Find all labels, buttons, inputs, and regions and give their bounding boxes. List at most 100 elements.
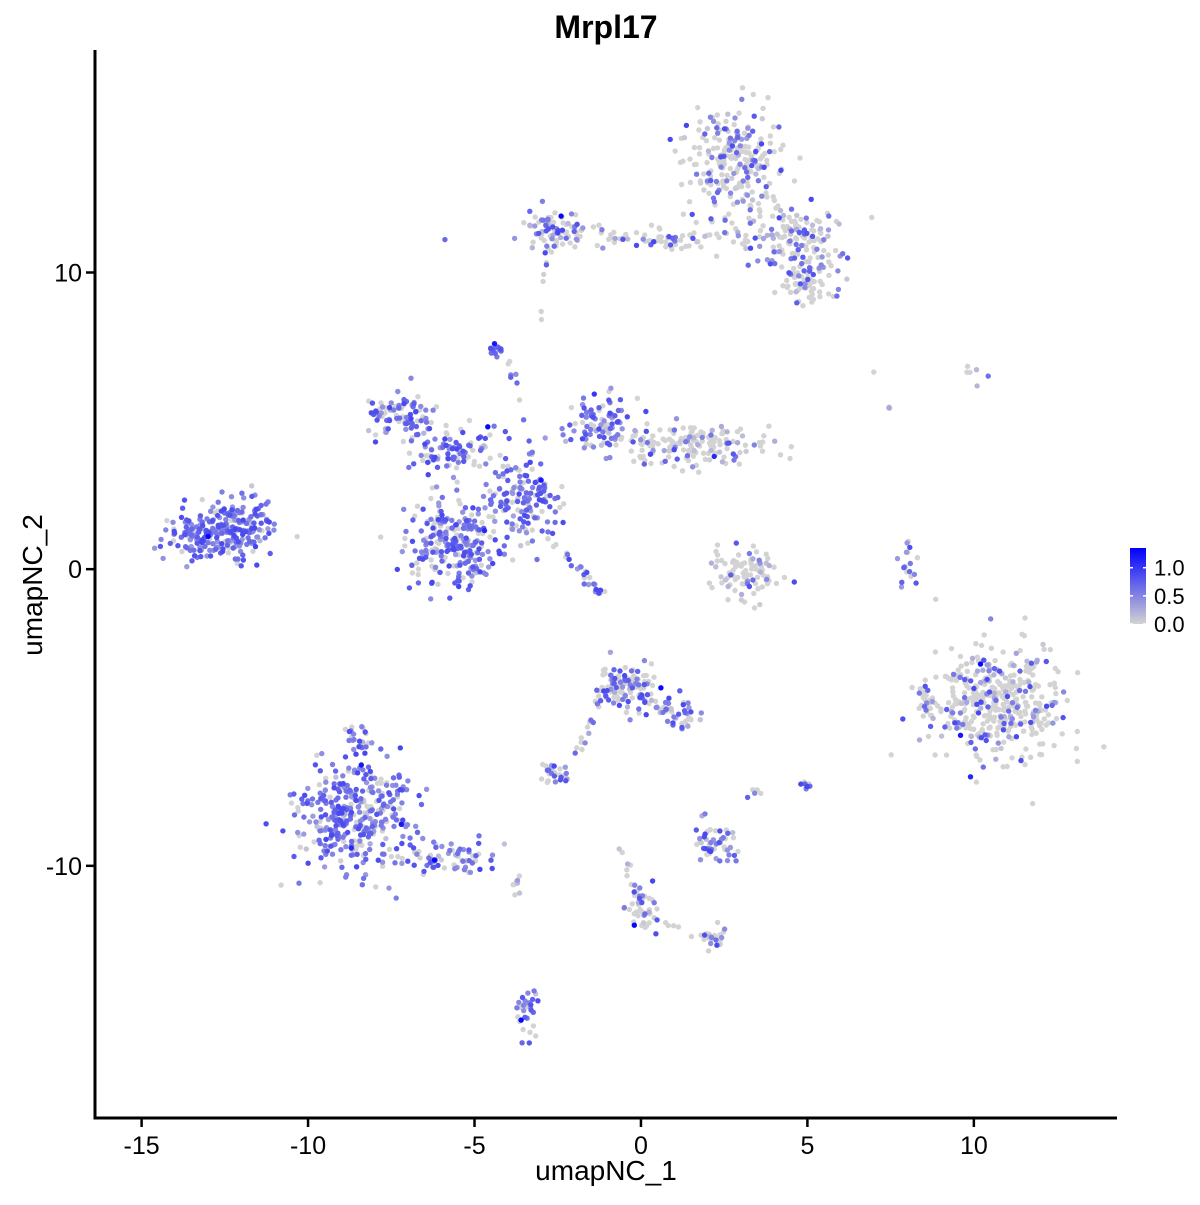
data-point — [348, 845, 354, 851]
data-point — [379, 793, 385, 799]
data-point — [772, 260, 778, 267]
data-point — [502, 507, 509, 513]
data-point — [719, 459, 726, 465]
data-point — [751, 605, 758, 611]
data-point — [995, 725, 1001, 731]
data-point — [563, 438, 569, 444]
data-point — [964, 668, 970, 674]
data-point — [630, 439, 636, 445]
data-point — [558, 213, 564, 219]
data-point — [418, 549, 425, 555]
data-point — [809, 222, 816, 228]
data-point — [746, 132, 752, 139]
data-point — [386, 404, 393, 411]
data-point — [240, 552, 246, 558]
data-point — [365, 764, 372, 770]
data-point — [415, 394, 421, 400]
data-point — [916, 690, 922, 696]
data-point — [445, 570, 451, 577]
data-point — [1006, 708, 1012, 714]
data-point — [362, 850, 369, 857]
data-point — [730, 558, 737, 564]
data-point — [799, 242, 805, 249]
data-point — [1000, 701, 1006, 708]
data-point — [713, 178, 720, 185]
data-point — [968, 733, 975, 740]
data-point — [982, 732, 988, 738]
data-point — [1051, 742, 1057, 749]
data-point — [968, 695, 974, 701]
data-point — [468, 512, 475, 518]
data-point — [544, 243, 550, 249]
data-point — [240, 517, 246, 523]
data-point — [342, 726, 349, 732]
data-point — [548, 249, 555, 255]
data-point — [728, 155, 735, 162]
data-point — [1030, 714, 1037, 720]
data-point — [372, 439, 379, 445]
data-point — [747, 202, 753, 208]
data-point — [930, 715, 936, 722]
data-point — [369, 740, 375, 746]
data-point — [631, 889, 637, 895]
data-point — [757, 228, 764, 234]
data-point — [449, 517, 455, 523]
data-point — [708, 934, 715, 941]
data-point — [767, 261, 774, 267]
data-point — [911, 571, 918, 578]
data-point — [808, 196, 814, 202]
data-point — [795, 247, 801, 253]
data-point — [980, 667, 986, 673]
data-point — [555, 230, 561, 236]
data-point — [528, 1007, 534, 1013]
data-point — [720, 834, 726, 841]
data-point — [525, 520, 531, 526]
data-point — [600, 245, 606, 251]
data-point — [421, 430, 427, 436]
data-point — [662, 458, 668, 464]
data-point — [328, 799, 334, 805]
data-point — [639, 447, 645, 453]
data-point — [663, 920, 669, 926]
data-point — [467, 443, 473, 449]
data-point — [530, 1023, 537, 1029]
data-point — [771, 249, 777, 255]
data-point — [432, 436, 438, 442]
data-point — [738, 591, 745, 598]
data-point — [517, 473, 523, 479]
data-point — [664, 718, 671, 724]
data-point — [406, 450, 413, 456]
data-point — [409, 420, 415, 427]
data-point — [693, 827, 699, 833]
data-point — [691, 161, 698, 168]
data-point — [764, 257, 771, 263]
data-point — [749, 197, 756, 203]
data-point — [428, 447, 435, 453]
data-point — [436, 540, 442, 547]
data-point — [747, 245, 754, 251]
data-point — [369, 823, 376, 829]
data-point — [640, 920, 647, 926]
data-point — [767, 140, 773, 146]
data-point — [455, 850, 461, 857]
data-point — [651, 674, 657, 680]
data-point — [642, 911, 648, 917]
data-point — [612, 413, 618, 419]
data-point — [477, 569, 483, 575]
data-point — [768, 226, 775, 232]
x-tick-label: 5 — [800, 1132, 814, 1160]
data-point — [540, 217, 546, 223]
data-point — [317, 880, 323, 886]
data-point — [613, 684, 619, 691]
data-point — [606, 236, 612, 242]
data-point — [545, 226, 552, 232]
data-point — [423, 407, 429, 413]
data-point — [750, 91, 756, 98]
data-point — [712, 828, 719, 834]
data-point — [573, 236, 580, 242]
data-point — [423, 540, 430, 546]
data-point — [578, 735, 584, 741]
data-point — [714, 145, 721, 151]
data-point — [1022, 615, 1028, 621]
data-point — [258, 502, 264, 509]
